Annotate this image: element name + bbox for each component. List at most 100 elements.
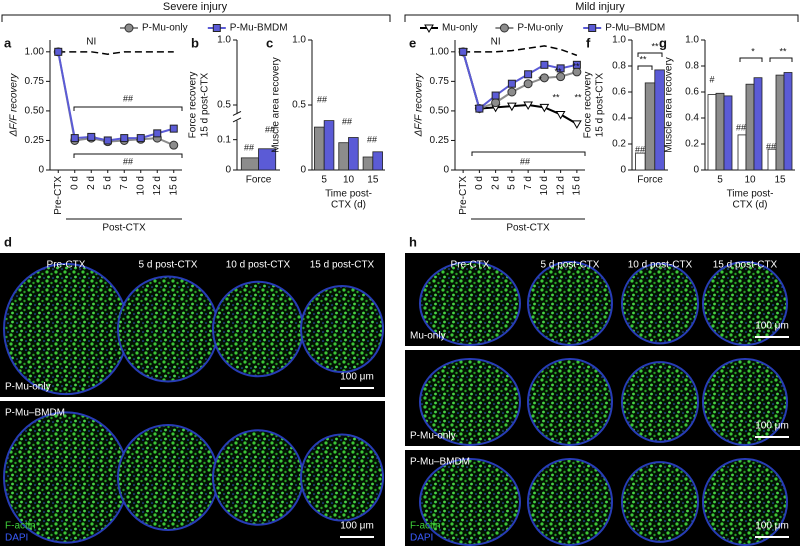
bar (753, 77, 763, 171)
row-label: Mu-only (410, 331, 446, 342)
bar (372, 151, 383, 171)
marker (539, 103, 550, 113)
tissue-section (621, 461, 699, 543)
y-tick-label: 0.6 (685, 87, 699, 98)
annotation: * (538, 74, 542, 84)
tissue-section (212, 429, 304, 526)
y-tick-label: 0.4 (612, 113, 626, 124)
x-tick-label: Pre-CTX (458, 176, 469, 215)
series-line (57, 51, 175, 142)
legend-marker (499, 23, 509, 33)
y-tick-label: 0 (693, 165, 699, 176)
x-tick-label: 5 (321, 175, 327, 186)
y-tick-label: 1.00 (430, 46, 450, 57)
tissue-section (702, 458, 788, 546)
annotation: ## (317, 94, 327, 104)
annotation: ## (265, 124, 275, 134)
y-tick-label: 0 (300, 165, 306, 176)
stain-label: DAPI (5, 533, 28, 544)
legend-label: P-Mu-BMDM (230, 23, 288, 34)
bracket (73, 153, 183, 158)
column-label: 5 d post-CTX (139, 260, 198, 271)
annotation: ** (651, 41, 659, 51)
bracket (73, 106, 183, 111)
annotation: # (709, 74, 714, 84)
scale-bar-label: 100 μm (755, 321, 789, 332)
marker (507, 79, 516, 88)
reference-line (463, 45, 578, 57)
tissue-section (300, 433, 384, 522)
x-tick-label: Force (637, 175, 663, 186)
marker (507, 102, 517, 112)
axis-break (232, 110, 242, 123)
marker (572, 120, 582, 129)
tissue-section (621, 262, 699, 345)
y-tick-label: 0.25 (430, 135, 450, 146)
y-tick-label: 0.8 (612, 61, 626, 72)
tissue-section (702, 261, 788, 346)
bar (635, 152, 646, 171)
x-axis-label: Time post- (325, 189, 372, 200)
marker (54, 47, 63, 56)
marker (524, 70, 533, 79)
bar (707, 94, 717, 171)
bracket (637, 52, 663, 57)
bar (723, 95, 733, 171)
y-axis-label: Force recovery (188, 72, 199, 139)
annotation: ** (552, 92, 560, 102)
y-tick-label: 0 (620, 165, 626, 176)
y-axis-label: ΔF/F recovery (9, 73, 20, 138)
bracket (769, 57, 793, 62)
marker (539, 73, 549, 83)
marker (507, 87, 517, 97)
legend-label: P-Mu-only (517, 23, 563, 34)
column-label: 5 d post-CTX (541, 260, 600, 271)
y-tick-label: 0 (38, 165, 44, 176)
panel-letter: e (409, 35, 416, 50)
annotation: ## (244, 142, 254, 152)
y-tick-label: 0.8 (685, 61, 699, 72)
tissue-section (419, 261, 521, 346)
annotation: ## (123, 93, 133, 103)
marker (523, 79, 533, 89)
legend-marker (588, 24, 597, 32)
tissue-section (117, 275, 219, 383)
annotation: ** (779, 46, 787, 56)
y-tick-label: 0.25 (25, 135, 45, 146)
y-tick-label: 1.00 (25, 46, 45, 57)
x-axis-label: CTX (d) (733, 200, 768, 211)
legend-marker (212, 24, 221, 32)
marker (153, 129, 162, 138)
y-tick-label: 0.50 (25, 106, 45, 117)
bar (362, 156, 374, 171)
marker (70, 134, 79, 143)
y-axis-label: Force recovery (583, 72, 594, 139)
bar (240, 157, 259, 171)
tissue-section (419, 458, 521, 546)
x-tick-label: Force (246, 175, 272, 186)
bar (783, 72, 793, 171)
reference-line (58, 51, 174, 55)
annotation: ** (554, 66, 562, 76)
marker (555, 110, 566, 120)
y-tick-label: 0.50 (430, 106, 450, 117)
marker (556, 72, 566, 82)
marker (523, 101, 533, 111)
x-tick-label: 10 (744, 175, 756, 186)
bar (338, 142, 349, 171)
y-tick-label: 1.0 (612, 35, 626, 46)
panel-letter: a (4, 35, 12, 50)
y-tick-label: 0.1 (217, 134, 231, 145)
bracket (637, 65, 653, 70)
y-tick-label: 0.2 (685, 139, 699, 150)
marker (103, 136, 112, 145)
section-title: Mild injury (575, 1, 625, 13)
marker (136, 134, 145, 143)
x-tick-label: 5 d (507, 176, 518, 190)
panel-letter: b (191, 35, 199, 50)
scale-bar-label: 100 μm (755, 521, 789, 532)
x-tick-label: 10 (343, 175, 355, 186)
marker (540, 60, 549, 69)
bar (314, 126, 325, 171)
